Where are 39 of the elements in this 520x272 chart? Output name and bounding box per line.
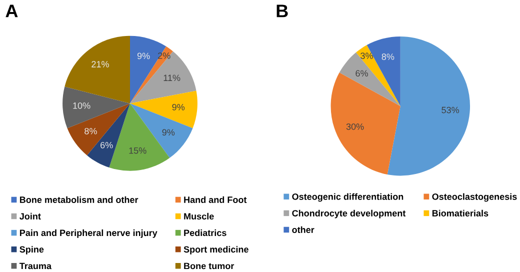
pie-slice [130,90,198,128]
data-label: 30% [346,123,364,130]
pie-slice [130,103,193,158]
legend-label: Muscle [184,212,214,220]
data-label: 21% [92,61,109,68]
data-label: 9% [172,104,185,110]
data-label: 15% [129,147,146,154]
legend-label: other [292,226,314,233]
legend-label: Sport medicine [184,246,248,254]
legend-label: Biomatierials [432,210,488,216]
pie-slice [67,103,130,156]
data-label: 53% [442,106,460,114]
pie-slice [339,52,400,106]
pie-slice [356,45,400,106]
chart-title: A [6,4,18,18]
legend-label: Spine [20,246,44,254]
chart-title: B [276,4,288,18]
legend-label: Hand and Foot [184,196,247,203]
data-label: 10% [73,102,90,109]
data-label: 8% [84,128,97,134]
data-label: 6% [100,142,113,148]
pie-slice [64,36,130,104]
legend-label: Bone tumor [184,262,234,270]
pie-slice [62,86,130,128]
data-label: 6% [356,70,368,77]
legend-label: Osteoclastogenesis [432,193,517,202]
legend-label: Trauma [19,262,52,270]
data-label: 8% [382,54,394,60]
legend-label: Pediatrics [184,229,226,236]
data-label: 9% [162,129,175,136]
legend-label: Pain and Peripheral nerve injury [20,229,158,238]
data-label: 11% [164,74,180,82]
legend-label: Osteogenic differentiation [292,193,404,202]
pie-slice [130,51,196,104]
data-label: 9% [137,52,150,60]
legend-label: Joint [20,212,41,220]
legend-label: Chondrocyte development [292,210,406,218]
data-label: 3% [360,52,373,59]
legend-label: Bone metabolism and other [20,196,138,203]
